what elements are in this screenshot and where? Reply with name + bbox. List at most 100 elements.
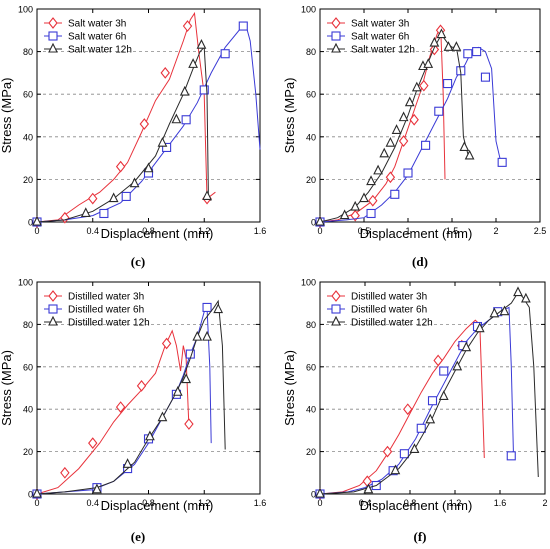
- data-point: [419, 79, 429, 92]
- data-point: [192, 330, 203, 341]
- data-point: [121, 191, 131, 201]
- data-point: [390, 189, 400, 199]
- x-axis-label: Displacement (mm): [101, 226, 214, 241]
- data-point: [363, 483, 374, 494]
- y-tick-label: 80: [306, 47, 316, 57]
- x-tick-label: 0.4: [86, 226, 99, 236]
- y-tick-label: 40: [23, 405, 33, 415]
- legend-label: Distilled water 6h: [68, 305, 144, 316]
- x-tick-label: 1.6: [254, 226, 267, 236]
- data-point: [171, 113, 182, 124]
- y-tick-label: 20: [23, 175, 33, 185]
- data-point: [366, 175, 376, 186]
- data-point: [443, 79, 453, 89]
- data-point: [32, 215, 42, 226]
- data-point: [202, 302, 212, 312]
- legend-marker: [331, 304, 341, 314]
- data-point: [438, 390, 449, 401]
- data-point: [220, 49, 230, 59]
- data-point: [99, 208, 109, 219]
- data-point: [443, 41, 454, 51]
- chart-panel: 0 20 40 60 80 100 0 0.4 0.8 1.2 1.6 Displacement (m…: [0, 278, 266, 545]
- data-point: [122, 458, 133, 468]
- y-tick-label: 100: [18, 278, 33, 288]
- x-tick-label: 2: [542, 498, 547, 508]
- data-point: [423, 58, 434, 68]
- data-point: [411, 81, 422, 92]
- legend-marker: [48, 315, 58, 326]
- y-tick-label: 60: [306, 362, 316, 372]
- x-axis-label: Displacement (mm): [360, 226, 473, 241]
- data-point: [385, 171, 396, 184]
- y-tick-label: 0: [28, 490, 33, 500]
- data-point: [379, 147, 390, 158]
- x-tick-label: 0.4: [86, 498, 99, 508]
- panel-label: (d): [412, 254, 428, 269]
- data-point: [382, 445, 393, 458]
- data-point: [145, 430, 155, 441]
- series: [315, 286, 539, 498]
- y-tick-label: 0: [311, 490, 316, 500]
- x-tick-label: 0.8: [142, 498, 155, 508]
- data-point: [451, 41, 462, 51]
- data-point: [80, 207, 91, 218]
- y-tick-label: 60: [23, 362, 33, 372]
- legend-marker: [331, 290, 341, 302]
- y-tick-label: 40: [306, 132, 316, 142]
- legend-label: Distilled water 3h: [68, 292, 144, 303]
- data-point: [160, 67, 170, 79]
- legend: Salt water 3h Salt water 6h Salt water 12h: [327, 17, 415, 56]
- y-tick-label: 80: [23, 47, 33, 57]
- y-axis-label: Stress (MPa): [282, 350, 297, 426]
- y-tick-label: 80: [306, 320, 316, 330]
- legend-marker: [331, 31, 341, 41]
- x-tick-label: 2: [493, 226, 498, 236]
- data-point: [199, 85, 209, 95]
- data-point: [92, 483, 102, 494]
- y-axis-label: Stress (MPa): [0, 78, 14, 154]
- x-tick-label: 1.2: [198, 226, 211, 236]
- data-point: [425, 413, 436, 424]
- data-point: [506, 451, 516, 461]
- data-point: [181, 115, 191, 125]
- data-point: [429, 36, 440, 47]
- data-point: [474, 322, 485, 333]
- data-point: [439, 366, 449, 376]
- y-axis-label: Stress (MPa): [282, 78, 297, 154]
- data-point: [60, 211, 70, 224]
- series-line: [319, 33, 472, 223]
- data-point: [143, 162, 154, 173]
- legend-marker: [331, 315, 341, 326]
- chart-panel: 0 20 40 60 80 100 0 0.4 0.8 1.2 1.6 Displacement (m…: [0, 5, 266, 270]
- legend-marker: [48, 290, 58, 302]
- x-tick-label: 2.5: [534, 226, 547, 236]
- data-point: [427, 396, 438, 406]
- data-point: [520, 292, 531, 303]
- legend-marker: [331, 42, 341, 53]
- legend-marker: [48, 42, 58, 53]
- legend-label: Salt water 3h: [351, 19, 409, 30]
- data-point: [513, 286, 523, 297]
- data-point: [315, 215, 325, 226]
- data-point: [359, 192, 369, 203]
- x-tick-label: 0.8: [404, 498, 417, 508]
- data-point: [202, 190, 212, 200]
- y-tick-label: 20: [306, 447, 316, 457]
- data-point: [464, 149, 475, 160]
- y-tick-label: 80: [23, 320, 33, 330]
- series: [315, 24, 446, 228]
- data-point: [452, 360, 463, 371]
- x-tick-label: 0.4: [359, 498, 372, 508]
- data-point: [157, 411, 168, 422]
- data-point: [480, 72, 490, 82]
- x-tick-label: 1.5: [446, 226, 459, 236]
- data-point: [136, 379, 147, 392]
- y-tick-label: 40: [306, 405, 316, 415]
- series-line: [319, 46, 506, 223]
- legend-label: Salt water 12h: [68, 45, 132, 56]
- plot-frame: [319, 281, 546, 495]
- data-point: [181, 373, 192, 384]
- series: [315, 46, 507, 227]
- data-point: [436, 28, 447, 39]
